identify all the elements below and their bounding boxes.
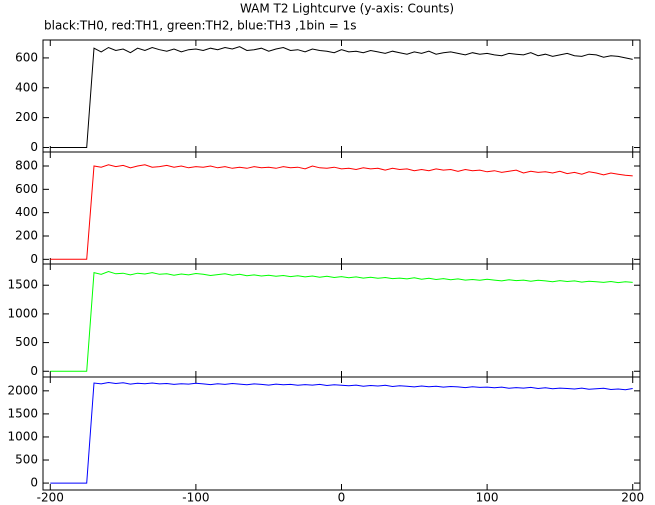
light-curve [50, 46, 633, 148]
light-curve [50, 381, 633, 484]
y-tick-label: 1500 [7, 278, 38, 292]
x-tick-label: -100 [182, 491, 209, 505]
panel-frame [42, 39, 641, 153]
y-tick-label: 600 [15, 182, 38, 196]
y-tick-label: 800 [15, 159, 38, 173]
y-tick-label: 500 [15, 453, 38, 467]
x-tick-label: -200 [37, 491, 64, 505]
light-curve [50, 164, 633, 260]
y-tick-label: 0 [30, 476, 38, 490]
chart-subtitle: black:TH0, red:TH1, green:TH2, blue:TH3 … [44, 19, 357, 33]
panel-frame [42, 376, 641, 491]
y-tick-label: 0 [30, 252, 38, 266]
x-tick-label: 100 [476, 491, 499, 505]
y-tick-label: 1000 [7, 306, 38, 320]
y-tick-label: 2000 [7, 383, 38, 397]
panel-frame [42, 263, 641, 378]
chart-title: WAM T2 Lightcurve (y-axis: Counts) [240, 2, 454, 16]
x-tick-label: 200 [621, 491, 644, 505]
y-tick-label: 400 [15, 80, 38, 94]
y-tick-label: 1500 [7, 406, 38, 420]
y-tick-label: 200 [15, 229, 38, 243]
y-tick-label: 400 [15, 205, 38, 219]
y-tick-label: 0 [30, 364, 38, 378]
x-tick-label: 0 [338, 491, 346, 505]
y-tick-label: 500 [15, 335, 38, 349]
y-tick-label: 0 [30, 140, 38, 154]
light-curve [50, 270, 633, 372]
y-tick-label: 200 [15, 110, 38, 124]
y-tick-label: 1000 [7, 429, 38, 443]
y-tick-label: 600 [15, 50, 38, 64]
